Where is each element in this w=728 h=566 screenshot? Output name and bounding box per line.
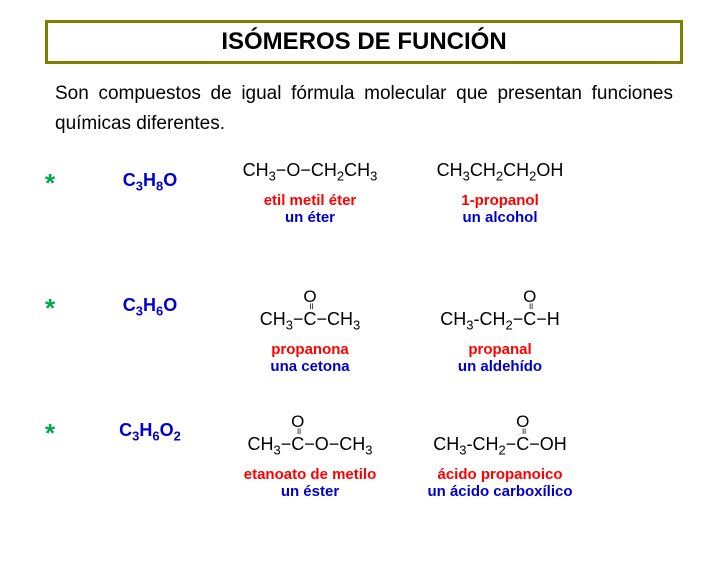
- compound-type: una cetona: [215, 358, 405, 375]
- formula-suffix: O: [163, 170, 177, 190]
- carbonyl-group: O॥C: [291, 434, 304, 455]
- bullet-asterisk: *: [45, 410, 85, 449]
- carbonyl-group: O॥C: [523, 309, 536, 330]
- carbonyl-group: O॥C: [304, 309, 317, 330]
- page-title: ISÓMEROS DE FUNCIÓN: [221, 28, 506, 55]
- structure-formula: CH3−O−CH2CH3: [215, 160, 405, 186]
- title-box: ISÓMEROS DE FUNCIÓN: [45, 20, 683, 64]
- formula-o-count: 2: [174, 428, 181, 443]
- isomer-row: * C3H8O CH3−O−CH2CH3 etil metil éter un …: [45, 160, 683, 255]
- structure-formula: CH3-CH2−O॥C−OH: [405, 410, 595, 460]
- formula-c-prefix: C: [123, 170, 136, 190]
- double-bond-icon: ॥: [296, 424, 299, 437]
- carbonyl-group: O॥C: [516, 434, 529, 455]
- compound-type: un éster: [215, 483, 405, 500]
- double-bond-icon: ॥: [521, 424, 524, 437]
- formula-h-prefix: H: [139, 420, 152, 440]
- formula-suffix: O: [160, 420, 174, 440]
- compound-block: CH3−O॥C−CH3 propanona una cetona: [215, 285, 405, 375]
- description-text: Son compuestos de igual fórmula molecula…: [55, 79, 673, 140]
- compound-name: etil metil éter: [215, 192, 405, 209]
- formula-c-prefix: C: [119, 420, 132, 440]
- molecular-formula: C3H6O2: [85, 410, 215, 444]
- double-bond-icon: ॥: [528, 299, 531, 312]
- isomer-row: * C3H6O CH3−O॥C−CH3 propanona una cetona…: [45, 285, 683, 380]
- compound-name: propanona: [215, 341, 405, 358]
- compound-type: un alcohol: [405, 209, 595, 226]
- formula-h-prefix: H: [143, 170, 156, 190]
- double-bond-icon: ॥: [308, 299, 311, 312]
- compound-name: etanoato de metilo: [215, 466, 405, 483]
- formula-h-prefix: H: [143, 295, 156, 315]
- compound-name: propanal: [405, 341, 595, 358]
- compound-name: ácido propanoico: [405, 466, 595, 483]
- structure-formula: CH3-CH2−O॥C−H: [405, 285, 595, 335]
- compound-block: CH3−O॥C−O−CH3 etanoato de metilo un éste…: [215, 410, 405, 500]
- formula-suffix: O: [163, 295, 177, 315]
- compound-type: un ácido carboxílico: [405, 483, 595, 500]
- compound-type: un éter: [215, 209, 405, 226]
- compound-block: CH3-CH2−O॥C−H propanal un aldehído: [405, 285, 595, 375]
- compound-type: un aldehído: [405, 358, 595, 375]
- bullet-asterisk: *: [45, 160, 85, 199]
- structure-formula: CH3CH2CH2OH: [405, 160, 595, 186]
- formula-c-prefix: C: [123, 295, 136, 315]
- compound-block: CH3−O−CH2CH3 etil metil éter un éter: [215, 160, 405, 226]
- structure-formula: CH3−O॥C−CH3: [215, 285, 405, 335]
- compound-block: CH3-CH2−O॥C−OH ácido propanoico un ácido…: [405, 410, 595, 500]
- molecular-formula: C3H8O: [85, 160, 215, 194]
- formula-c-count: 3: [136, 303, 143, 318]
- formula-h-count: 6: [152, 428, 159, 443]
- isomer-row: * C3H6O2 CH3−O॥C−O−CH3 etanoato de metil…: [45, 410, 683, 505]
- compound-name: 1-propanol: [405, 192, 595, 209]
- molecular-formula: C3H6O: [85, 285, 215, 319]
- compound-block: CH3CH2CH2OH 1-propanol un alcohol: [405, 160, 595, 226]
- formula-c-count: 3: [136, 178, 143, 193]
- bullet-asterisk: *: [45, 285, 85, 324]
- structure-formula: CH3−O॥C−O−CH3: [215, 410, 405, 460]
